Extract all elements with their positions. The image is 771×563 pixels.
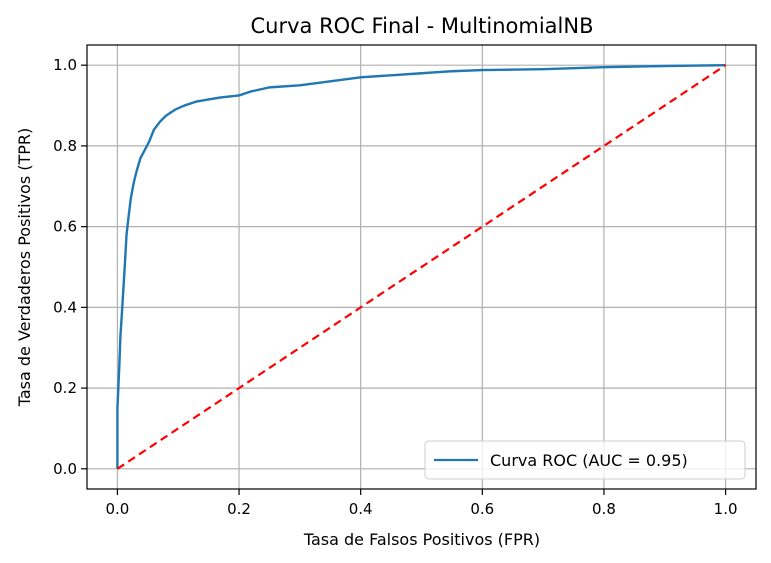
x-tick-label: 0.2 — [227, 500, 251, 518]
series-layer — [116, 63, 727, 470]
y-tick-label: 1.0 — [53, 56, 77, 74]
y-tick-label: 0.2 — [53, 379, 77, 397]
x-tick-label: 0.4 — [349, 500, 373, 518]
tick-layer: 0.0 0.2 0.4 0.6 0.8 1.0 0.0 0.2 0.4 0.6 0.8 1.0 — [53, 56, 737, 518]
grid — [87, 45, 756, 489]
y-tick-label: 0.6 — [53, 218, 77, 236]
x-tick-label: 0.6 — [470, 500, 494, 518]
x-axis-label: Tasa de Falsos Positivos (FPR) — [303, 530, 540, 549]
y-tick-label: 0.4 — [53, 298, 77, 316]
y-tick-label: 0.0 — [53, 460, 77, 478]
chance-diagonal-line — [116, 64, 727, 470]
x-tick-label: 0.0 — [105, 500, 129, 518]
legend-box — [424, 440, 746, 480]
legend: Curva ROC (AUC = 0.95) — [424, 440, 746, 480]
chart-title: Curva ROC Final - MultinomialNB — [251, 14, 594, 38]
plot-frame — [86, 44, 757, 490]
legend-label: Curva ROC (AUC = 0.95) — [490, 451, 688, 470]
x-tick-label: 1.0 — [714, 500, 738, 518]
y-axis-label: Tasa de Verdaderos Positivos (TPR) — [15, 128, 34, 408]
y-tick-label: 0.8 — [53, 137, 77, 155]
roc-curve-line — [116, 63, 726, 469]
x-tick-label: 0.8 — [592, 500, 616, 518]
